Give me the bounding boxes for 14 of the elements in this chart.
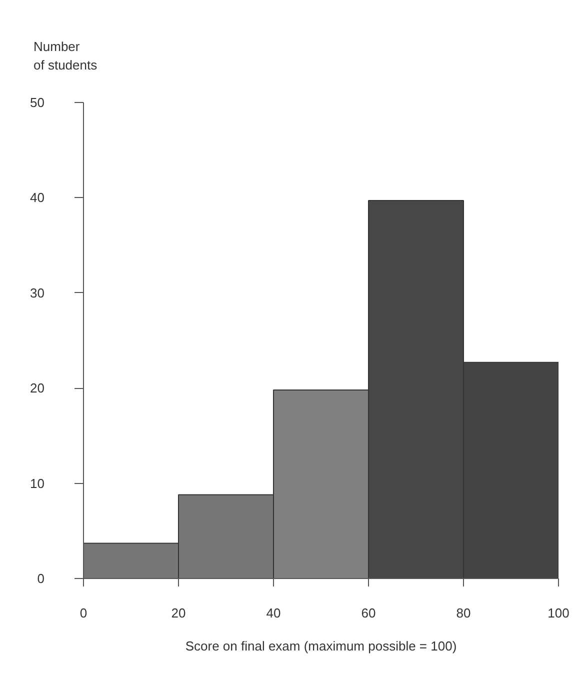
y-axis-title: Number of students (34, 38, 98, 72)
x-tick-label: 20 (171, 606, 186, 620)
y-tick-label: 0 (37, 571, 45, 586)
y-tick-label: 30 (30, 285, 45, 300)
y-tick-label: 40 (30, 190, 45, 206)
y-tick-label: 20 (30, 380, 45, 396)
x-tick-label: 100 (548, 606, 570, 620)
x-tick-label: 80 (456, 606, 471, 620)
y-tick-label: 50 (30, 95, 45, 110)
x-tick-label: 0 (80, 606, 88, 620)
x-tick-label: 40 (266, 606, 281, 620)
x-tick-label: 60 (361, 606, 376, 620)
x-axis-title: Score on final exam (maximum possible = 100) (185, 638, 457, 654)
y-tick-label: 10 (30, 476, 45, 491)
